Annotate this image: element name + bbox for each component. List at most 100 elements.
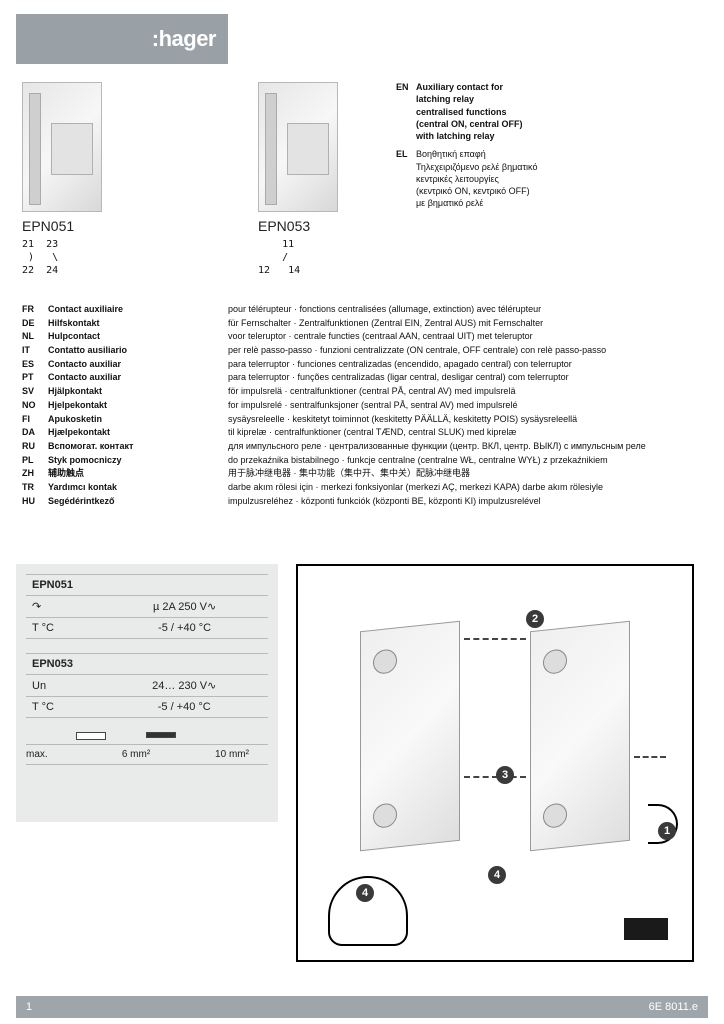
title-description-block: ENAuxiliary contact for latching relay c… <box>396 82 686 211</box>
lang-name: Contact auxiliaire <box>48 304 228 316</box>
title-line: (central ON, central OFF) <box>416 119 523 130</box>
product-code-epn053: EPN053 <box>258 218 368 234</box>
lang-desc: impulzusreléhez · központi funkciók (köz… <box>228 496 682 508</box>
lang-code: EN <box>396 82 416 93</box>
title-line: με βηματικό ρελέ <box>416 198 483 209</box>
lang-desc: för impulsrelä · centralfunktioner (cent… <box>228 386 682 398</box>
spec-value: µ 2A 250 V∿ <box>101 596 268 618</box>
spec-label: T °C <box>26 618 101 639</box>
title-line: Βοηθητική επαφή <box>416 149 486 160</box>
lang-code: EL <box>396 149 416 160</box>
doc-reference: 6E 8011.e <box>649 1001 698 1013</box>
title-line: Τηλεχειριζόμενο ρελέ βηματικό <box>416 162 537 173</box>
contact-diagram-epn051: 21 23 ) \ 22 24 <box>22 238 132 277</box>
solid-wire-icon <box>146 732 176 738</box>
callout-1: 1 <box>658 822 676 840</box>
wire-max-label: max. <box>26 749 70 760</box>
spec-table-epn053: EPN053 Un24… 230 V∿ T °C-5 / +40 °C <box>26 653 268 718</box>
lang-name: Contacto auxiliar <box>48 372 228 384</box>
lang-name: Segédérintkező <box>48 496 228 508</box>
title-line: centralised functions <box>416 107 507 118</box>
wire-size-solid: 10 mm² <box>202 749 262 760</box>
multilang-row: NLHulpcontactvoor teleruptor · centrale … <box>22 331 682 343</box>
lang-desc: für Fernschalter · Zentralfunktionen (Ze… <box>228 318 682 330</box>
multilang-row: PTContacto auxiliarpara telerruptor · fu… <box>22 372 682 384</box>
callout-4: 4 <box>488 866 506 884</box>
multilang-row: ZH辅助触点用于脉冲继电器 · 集中功能（集中开、集中关）配脉冲继电器 <box>22 468 682 480</box>
lang-name: Styk pomocniczy <box>48 455 228 467</box>
lang-code: ZH <box>22 468 48 480</box>
din-clip-icon <box>624 918 668 940</box>
spec-table-epn051: EPN051 ↷µ 2A 250 V∿ T °C-5 / +40 °C <box>26 574 268 639</box>
lang-code: PT <box>22 372 48 384</box>
wire-size-ferrule: 6 mm² <box>106 749 166 760</box>
title-line: with latching relay <box>416 131 495 142</box>
lang-code: FR <box>22 304 48 316</box>
product-row: EPN051 21 23 ) \ 22 24 EPN053 11 / 12 14 <box>22 82 368 277</box>
lang-desc: para telerruptor · funções centralizadas… <box>228 372 682 384</box>
multilang-row: PLStyk pomocniczydo przekaźnika bistabil… <box>22 455 682 467</box>
footer-band: 1 6E 8011.e <box>16 996 708 1018</box>
wire-size-row: max. 6 mm² 10 mm² <box>26 732 268 765</box>
lang-name: Apukosketin <box>48 414 228 426</box>
lang-code: ES <box>22 359 48 371</box>
lang-name: Contacto auxiliar <box>48 359 228 371</box>
spec-value: -5 / +40 °C <box>101 618 268 639</box>
lang-code: IT <box>22 345 48 357</box>
brand-logo: :hager <box>152 26 216 52</box>
spec-panel: EPN051 ↷µ 2A 250 V∿ T °C-5 / +40 °C EPN0… <box>16 564 278 822</box>
lang-name: Yardımcı kontak <box>48 482 228 494</box>
multilang-row: NOHjelpekontaktfor impulsrelé · sentralf… <box>22 400 682 412</box>
spec-label: ↷ <box>26 596 101 618</box>
header-band: :hager <box>16 14 228 64</box>
dash-connector <box>634 756 666 758</box>
callout-2: 2 <box>526 610 544 628</box>
multilang-row: ESContacto auxiliarpara telerruptor · fu… <box>22 359 682 371</box>
product-epn051: EPN051 21 23 ) \ 22 24 <box>22 82 132 277</box>
lang-desc: til kiprelæ · centralfunktioner (central… <box>228 427 682 439</box>
dash-connector <box>464 776 526 778</box>
lang-code: NL <box>22 331 48 343</box>
lang-desc: per relè passo-passo · funzioni centrali… <box>228 345 682 357</box>
lang-code: FI <box>22 414 48 426</box>
lang-code: DA <box>22 427 48 439</box>
multilang-row: SVHjälpkontaktför impulsrelä · centralfu… <box>22 386 682 398</box>
lang-name: 辅助触点 <box>48 468 228 480</box>
lang-desc: for impulsrelé · sentralfunksjoner (sent… <box>228 400 682 412</box>
lang-name: Hilfskontakt <box>48 318 228 330</box>
title-line: (κεντρικό ON, κεντρικό OFF) <box>416 186 530 197</box>
product-code-epn051: EPN051 <box>22 218 132 234</box>
callout-3: 3 <box>496 766 514 784</box>
assembly-diagram: 1 2 3 4 4 <box>296 564 694 962</box>
lang-code: DE <box>22 318 48 330</box>
lang-code: PL <box>22 455 48 467</box>
lang-code: TR <box>22 482 48 494</box>
module-right <box>530 621 630 852</box>
lang-code: HU <box>22 496 48 508</box>
title-line: latching relay <box>416 94 474 105</box>
lang-desc: para telerruptor · funciones centralizad… <box>228 359 682 371</box>
multilang-row: DEHilfskontaktfür Fernschalter · Zentral… <box>22 318 682 330</box>
lang-desc: voor teleruptor · centrale functies (cen… <box>228 331 682 343</box>
lang-desc: pour télérupteur · fonctions centralisée… <box>228 304 682 316</box>
spec-value: -5 / +40 °C <box>101 697 269 718</box>
lang-desc: sysäysreleelle · keskitetyt toiminnot (k… <box>228 414 682 426</box>
multilang-row: ITContatto ausiliarioper relè passo-pass… <box>22 345 682 357</box>
callout-4: 4 <box>356 884 374 902</box>
lang-name: Hulpcontact <box>48 331 228 343</box>
device-image-epn053 <box>258 82 338 212</box>
lang-desc: darbe akım rölesi için · merkezi fonksiy… <box>228 482 682 494</box>
lang-desc: do przekaźnika bistabilnego · funkcje ce… <box>228 455 682 467</box>
lang-name: Contatto ausiliario <box>48 345 228 357</box>
multilang-row: FRContact auxiliairepour télérupteur · f… <box>22 304 682 316</box>
page: :hager EPN051 21 23 ) \ 22 24 EPN053 11 … <box>0 0 724 1024</box>
multilang-row: RUВспомогат. контактдля импульсного реле… <box>22 441 682 453</box>
spec-label: T °C <box>26 697 101 718</box>
spec-header: EPN053 <box>26 654 268 675</box>
lang-name: Hjälpkontakt <box>48 386 228 398</box>
multilang-row: DAHjælpekontakttil kiprelæ · centralfunk… <box>22 427 682 439</box>
lang-desc: 用于脉冲继电器 · 集中功能（集中开、集中关）配脉冲继电器 <box>228 468 682 480</box>
multilang-row: TRYardımcı kontakdarbe akım rölesi için … <box>22 482 682 494</box>
page-number: 1 <box>26 1001 32 1013</box>
product-epn053: EPN053 11 / 12 14 <box>258 82 368 277</box>
